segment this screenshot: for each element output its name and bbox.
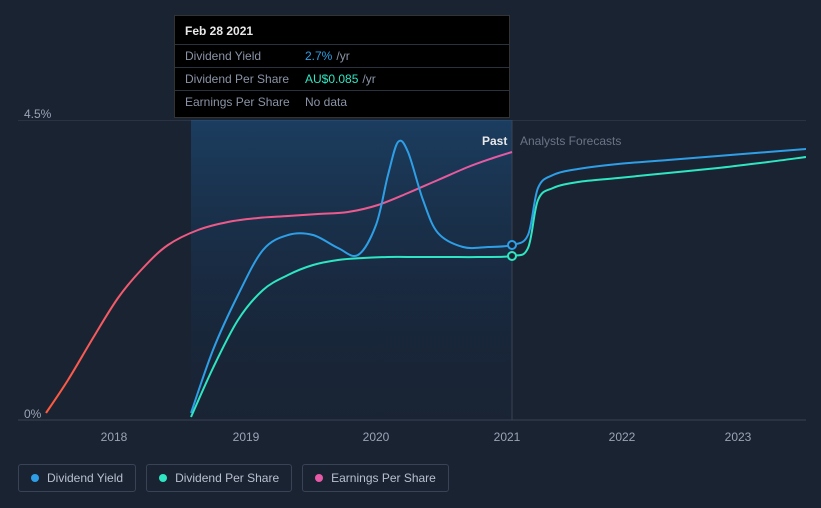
tooltip-row-label: Earnings Per Share — [185, 95, 305, 109]
legend-dot-icon — [159, 474, 167, 482]
x-axis-labels: 2018 2019 2020 2021 2022 2023 — [18, 430, 806, 450]
legend-label: Earnings Per Share — [331, 471, 436, 485]
x-axis-year-label: 2019 — [233, 430, 260, 444]
past-region-shade — [191, 120, 512, 420]
tooltip-row-value: No data — [305, 95, 347, 109]
tooltip-row-value: AU$0.085 — [305, 72, 358, 86]
tooltip-row-unit: /yr — [362, 72, 375, 86]
chart-legend: Dividend Yield Dividend Per Share Earnings… — [18, 464, 449, 492]
x-axis-year-label: 2018 — [101, 430, 128, 444]
tooltip-row-value: 2.7% — [305, 49, 332, 63]
marker-dividend-yield — [508, 241, 516, 249]
legend-item[interactable]: Dividend Yield — [18, 464, 136, 492]
tooltip-row-label: Dividend Per Share — [185, 72, 305, 86]
chart-tooltip: Feb 28 2021 Dividend Yield2.7%/yrDividen… — [174, 15, 510, 118]
x-axis-year-label: 2023 — [725, 430, 752, 444]
forecast-label: Analysts Forecasts — [520, 134, 621, 148]
legend-label: Dividend Per Share — [175, 471, 279, 485]
legend-label: Dividend Yield — [47, 471, 123, 485]
tooltip-row-label: Dividend Yield — [185, 49, 305, 63]
chart-plot-area: Past Analysts Forecasts — [18, 120, 806, 425]
tooltip-row: Dividend Per ShareAU$0.085/yr — [175, 68, 509, 91]
chart-svg — [18, 120, 806, 425]
legend-dot-icon — [31, 474, 39, 482]
y-axis-max-label: 4.5% — [24, 107, 51, 121]
marker-dividend-per-share — [508, 252, 516, 260]
past-label: Past — [482, 134, 507, 148]
x-axis-year-label: 2021 — [494, 430, 521, 444]
x-axis-year-label: 2022 — [609, 430, 636, 444]
x-axis-year-label: 2020 — [363, 430, 390, 444]
tooltip-date: Feb 28 2021 — [175, 16, 509, 45]
tooltip-row: Dividend Yield2.7% /yr — [175, 45, 509, 68]
legend-item[interactable]: Dividend Per Share — [146, 464, 292, 492]
tooltip-row-unit: /yr — [336, 49, 349, 63]
legend-dot-icon — [315, 474, 323, 482]
tooltip-row: Earnings Per ShareNo data — [175, 91, 509, 117]
legend-item[interactable]: Earnings Per Share — [302, 464, 449, 492]
